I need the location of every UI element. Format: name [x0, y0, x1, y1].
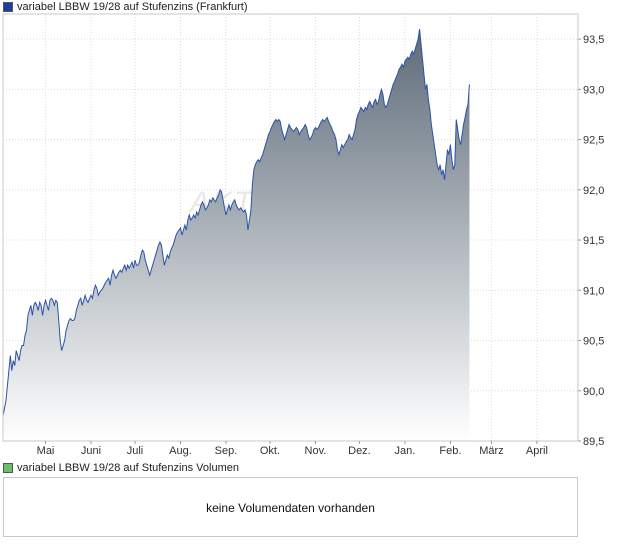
x-tick-label: Dez.: [348, 445, 371, 457]
x-tick-label: Sep.: [215, 445, 238, 457]
volume-legend-swatch: [3, 463, 13, 473]
volume-chart: keine Volumendaten vorhanden: [3, 477, 578, 537]
price-legend-swatch: [3, 2, 13, 12]
y-tick-label: 93,5: [583, 34, 604, 46]
price-area: [3, 29, 470, 441]
no-volume-message: keine Volumendaten vorhanden: [206, 501, 375, 515]
volume-legend: variabel LBBW 19/28 auf Stufenzins Volum…: [3, 461, 239, 475]
x-tick-label: Nov.: [305, 445, 327, 457]
x-tick-label: Mai: [37, 445, 55, 457]
x-tick-label: Aug.: [169, 445, 192, 457]
x-tick-label: Okt.: [260, 445, 280, 457]
x-tick-label: Feb.: [439, 445, 461, 457]
y-axis: 89,5 90,0 90,5 91,0 91,5 92,0 92,5 93,0 93,5: [578, 34, 604, 448]
y-tick-label: 90,5: [583, 336, 604, 348]
y-tick-label: 93,0: [583, 84, 604, 96]
price-chart: AKTIEN 89,590,090,591,091,592,092,593,09…: [2, 13, 604, 457]
plot-frame: [2, 13, 579, 442]
y-tick-label: 91,5: [583, 235, 604, 247]
y-tick-label: 90,0: [583, 386, 604, 398]
y-tick-label: 89,5: [583, 436, 604, 448]
volume-legend-label: variabel LBBW 19/28 auf Stufenzins Volum…: [17, 461, 239, 474]
x-axis: Mai Juni Juli Aug. Sep. Okt. Nov. Dez. Jan. Feb. M…: [37, 441, 548, 457]
x-tick-label: April: [526, 445, 548, 457]
x-tick-label: März: [479, 445, 503, 457]
price-line: [2, 28, 470, 416]
x-tick-label: Juni: [81, 445, 101, 457]
y-tick-label: 92,5: [583, 135, 604, 147]
price-legend: variabel LBBW 19/28 auf Stufenzins (Fran…: [3, 0, 248, 14]
x-tick-label: Jan.: [395, 445, 416, 457]
y-tick-label: 91,0: [583, 285, 604, 297]
price-legend-label: variabel LBBW 19/28 auf Stufenzins (Fran…: [17, 0, 248, 13]
y-tick-label: 92,0: [583, 185, 604, 197]
x-tick-label: Juli: [127, 445, 144, 457]
